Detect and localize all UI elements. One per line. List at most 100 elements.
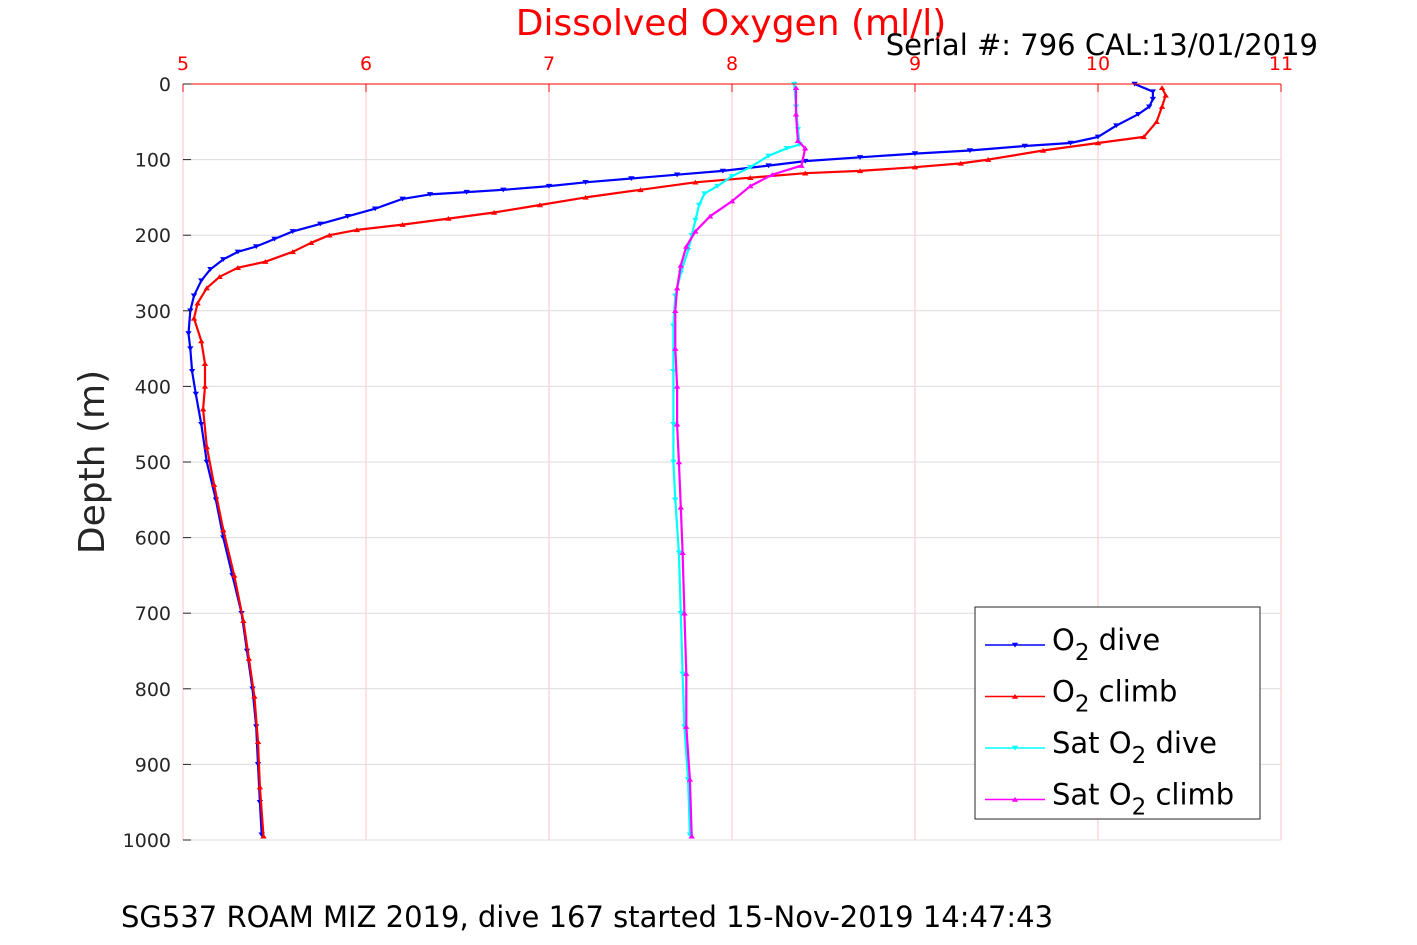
data-point xyxy=(670,459,677,465)
legend-item: Sat O2 dive xyxy=(985,726,1217,769)
data-point xyxy=(695,202,703,208)
series-sat-o2-climb xyxy=(672,85,809,839)
x-tick-label: 11 xyxy=(1269,53,1293,75)
x-tick-label: 6 xyxy=(360,53,372,75)
series-o2-climb xyxy=(190,85,1169,839)
data-point xyxy=(192,391,200,397)
data-point xyxy=(203,444,210,450)
axes xyxy=(182,83,1282,841)
data-point xyxy=(1135,112,1142,117)
x-tick-labels: 5 6 7 8 9 10 11 xyxy=(177,53,1293,75)
data-point xyxy=(728,173,736,179)
y-tick-label: 700 xyxy=(135,603,171,625)
x-tick-label: 10 xyxy=(1086,53,1110,75)
data-point xyxy=(670,369,677,374)
data-point xyxy=(1158,104,1166,109)
chart-subtitle: Serial #: 796 CAL:13/01/2019 xyxy=(886,28,1318,62)
data-point xyxy=(681,610,688,616)
data-point xyxy=(307,240,315,245)
legend-item: Sat O2 climb xyxy=(985,778,1234,821)
data-point xyxy=(198,278,205,284)
series-o2-dive xyxy=(185,81,1157,838)
x-tick-label: 7 xyxy=(543,53,555,75)
data-point xyxy=(683,243,690,249)
data-point xyxy=(582,180,589,185)
data-point xyxy=(231,572,238,578)
legend-swatch-marker xyxy=(1011,693,1019,699)
data-point xyxy=(672,308,679,314)
data-point xyxy=(500,187,507,193)
data-point xyxy=(463,189,470,195)
x-tick-label: 8 xyxy=(726,53,738,75)
data-point xyxy=(798,163,805,168)
data-point xyxy=(692,179,699,185)
data-point xyxy=(201,383,209,389)
data-point xyxy=(1113,123,1120,129)
data-point xyxy=(251,693,258,699)
data-point xyxy=(289,229,296,234)
data-point xyxy=(673,172,681,178)
legend-label: O2 climb xyxy=(1052,675,1177,718)
data-point xyxy=(240,618,247,623)
data-point xyxy=(911,164,919,170)
legend-swatch-marker xyxy=(1011,796,1019,802)
data-point xyxy=(199,406,207,412)
data-point xyxy=(234,265,242,270)
data-point xyxy=(536,202,544,208)
data-point xyxy=(220,527,227,533)
x-tick-label: 5 xyxy=(177,53,189,75)
data-point xyxy=(1094,140,1102,146)
legend-box xyxy=(974,606,1261,820)
series-layer xyxy=(185,81,1169,839)
data-point xyxy=(426,192,434,197)
data-point xyxy=(194,300,201,306)
x-tick-label: 9 xyxy=(909,53,921,75)
data-point xyxy=(747,175,754,180)
data-point xyxy=(253,244,260,250)
data-point xyxy=(1149,96,1157,102)
data-point xyxy=(672,346,679,351)
data-point xyxy=(673,285,681,291)
data-point xyxy=(677,610,684,616)
data-point xyxy=(203,459,210,465)
y-tick-label: 1000 xyxy=(123,830,171,852)
data-point xyxy=(719,168,727,174)
legend-item: O2 climb xyxy=(985,675,1177,718)
legend: O2 dive O2 climb Sat O2 dive Sat O2 climb xyxy=(974,606,1261,821)
data-point xyxy=(201,361,209,366)
data-point xyxy=(637,187,644,193)
data-point xyxy=(966,148,974,154)
data-point xyxy=(701,191,708,197)
data-point xyxy=(490,209,498,215)
data-point xyxy=(769,172,776,177)
series-line xyxy=(192,87,1167,837)
data-point xyxy=(1094,134,1102,140)
y-tick-label: 400 xyxy=(135,376,171,398)
data-point xyxy=(1140,134,1147,140)
y-tick-labels: 0 100 200 300 400 500 600 700 800 900 1000 xyxy=(123,74,171,852)
data-point xyxy=(675,459,683,465)
data-point xyxy=(714,183,721,189)
data-point xyxy=(198,421,205,427)
legend-swatch-marker xyxy=(1011,745,1019,751)
data-point xyxy=(198,338,205,344)
data-point xyxy=(399,222,406,227)
data-point xyxy=(1039,147,1047,153)
data-point xyxy=(677,262,684,268)
data-point xyxy=(692,228,699,234)
data-point xyxy=(545,183,553,189)
data-point xyxy=(203,285,210,291)
data-point xyxy=(1146,104,1153,110)
data-point xyxy=(254,739,262,744)
data-point xyxy=(187,346,194,352)
legend-item: O2 dive xyxy=(985,623,1160,666)
data-point xyxy=(1162,92,1169,98)
data-point xyxy=(679,550,686,555)
data-point xyxy=(628,176,635,182)
data-point xyxy=(692,217,699,223)
data-point xyxy=(856,168,864,174)
chart-title: Dissolved Oxygen (ml/l) xyxy=(516,3,947,44)
data-point xyxy=(672,497,679,503)
data-point xyxy=(1153,119,1160,125)
